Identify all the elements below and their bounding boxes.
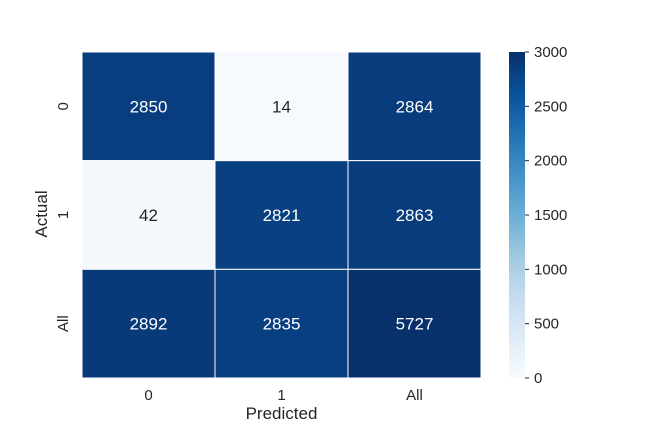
x-tick-label: 0 (144, 387, 152, 404)
cell-value-label: 5727 (396, 315, 434, 334)
x-tick-label: 1 (277, 387, 285, 404)
x-axis-label: Predicted (246, 404, 318, 423)
heatmap-cell (347, 51, 482, 162)
y-tick-label: 1 (55, 211, 72, 219)
x-tick-label: All (406, 387, 423, 404)
colorbar-tick-label: 3000 (534, 44, 567, 61)
cell-value-label: 42 (139, 206, 158, 225)
heatmap-cell (214, 268, 349, 379)
colorbar-tick-label: 2000 (534, 153, 567, 170)
y-axis-ticks: 0 1 All (55, 102, 72, 332)
cell-value-label: 2821 (263, 206, 301, 225)
heatmap-cell (81, 51, 216, 162)
cell-value-label: 2850 (130, 97, 168, 116)
cell-value-label: 2835 (263, 315, 301, 334)
colorbar-tick-label: 1500 (534, 207, 567, 224)
cell-value-label: 2863 (396, 206, 434, 225)
heatmap-cell (214, 51, 349, 162)
colorbar-tick-label: 0 (534, 370, 542, 387)
x-axis-ticks: 0 1 All (144, 387, 423, 404)
heatmap-cell (347, 160, 482, 270)
colorbar-ticks: 0 500 1000 1500 2000 2500 3000 (525, 44, 567, 387)
colorbar-tick-label: 2500 (534, 98, 567, 115)
heatmap-cell (347, 268, 482, 379)
colorbar (509, 52, 525, 378)
y-tick-label: All (55, 315, 72, 332)
y-axis-label: Actual (32, 190, 51, 237)
heatmap-cell (81, 160, 216, 270)
cell-value-label: 2864 (396, 97, 434, 116)
heatmap-cell (214, 160, 349, 270)
heatmap-cell-labels: 2850 14 2864 42 2821 2863 2892 2835 5727 (130, 97, 434, 333)
cell-value-label: 2892 (130, 315, 168, 334)
cell-value-label: 14 (272, 97, 291, 116)
heatmap-cells (81, 51, 482, 379)
y-tick-label: 0 (55, 102, 72, 110)
colorbar-tick-label: 1000 (534, 261, 567, 278)
heatmap-cell (81, 268, 216, 379)
colorbar-tick-label: 500 (534, 316, 559, 333)
